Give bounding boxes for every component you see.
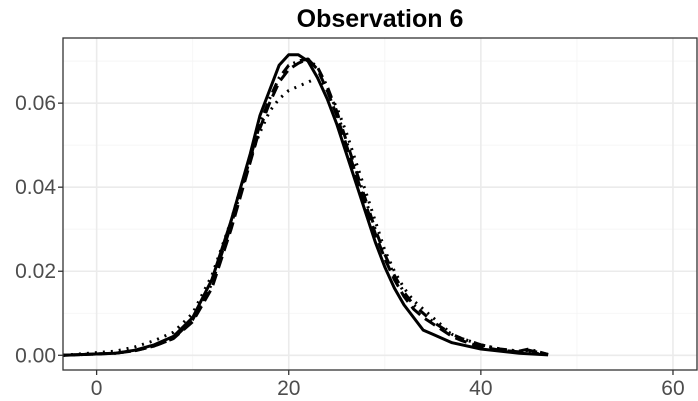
chart-title: Observation 6 xyxy=(297,5,464,33)
density-curve-dashed xyxy=(62,57,549,357)
minor-gridlines xyxy=(63,38,697,370)
x-tick-label: 20 xyxy=(277,377,300,400)
y-tick-label: 0.02 xyxy=(15,260,56,283)
density-curve-dotted xyxy=(62,76,549,357)
x-axis: 0 20 40 60 xyxy=(91,370,685,400)
y-tick-label: 0.04 xyxy=(15,176,56,199)
plot-panel-border xyxy=(62,37,698,371)
density-curves xyxy=(62,53,549,357)
major-gridlines xyxy=(63,38,697,370)
x-tick-label: 60 xyxy=(661,377,684,400)
x-tick-label: 0 xyxy=(91,377,103,400)
y-tick-label: 0.06 xyxy=(15,92,56,115)
x-tick-label: 40 xyxy=(469,377,492,400)
y-axis: 0.00 0.02 0.04 0.06 xyxy=(15,92,63,367)
y-tick-label: 0.00 xyxy=(15,344,56,367)
density-curve-solid xyxy=(62,53,549,357)
